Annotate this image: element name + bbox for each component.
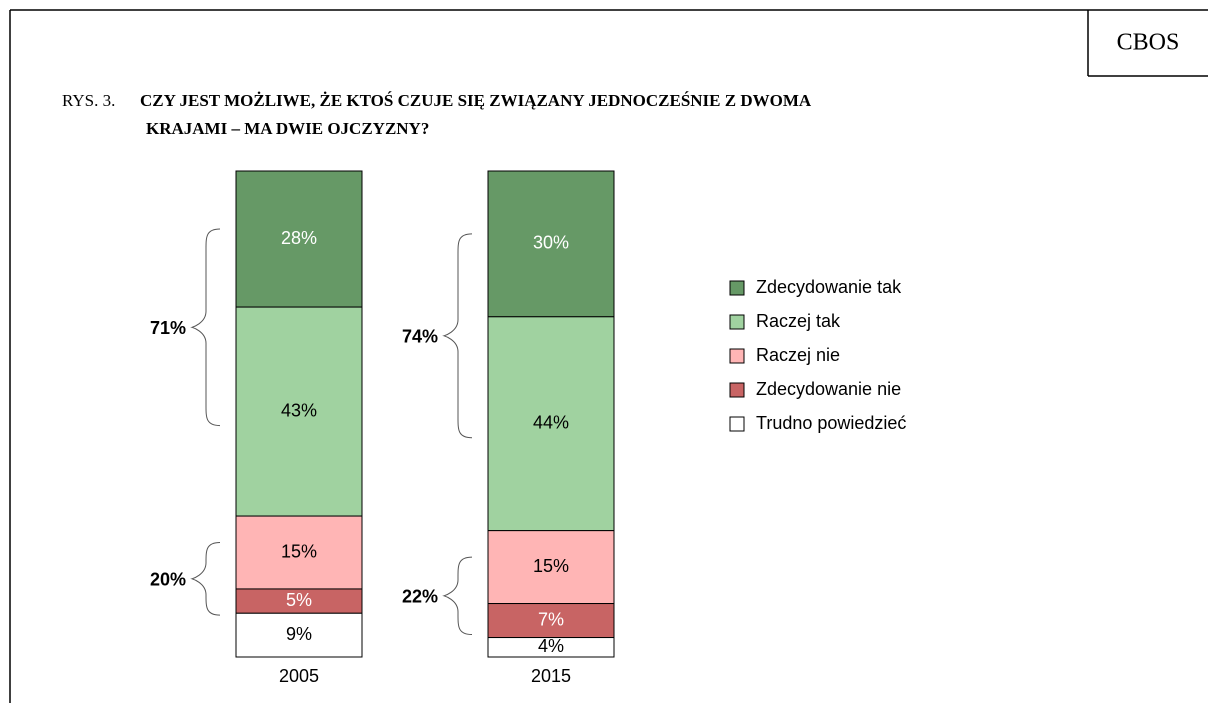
bar-segment [235, 612, 363, 658]
value-label: 30% [533, 233, 569, 253]
legend-label: Zdecydowanie nie [756, 379, 901, 399]
x-tick-label: 2005 [279, 666, 319, 686]
chart-title: CZY JEST MOŻLIWE, ŻE KTOŚ CZUJE SIĘ ZWIĄ… [140, 91, 812, 110]
value-label: 5% [286, 590, 312, 610]
value-label: 4% [538, 636, 564, 656]
value-label: 15% [533, 556, 569, 576]
legend-swatch [729, 314, 745, 330]
chart-title: KRAJAMI – MA DWIE OJCZYZNY? [146, 119, 429, 138]
bracket [190, 228, 221, 427]
bracket [190, 542, 221, 616]
legend-swatch [729, 348, 745, 364]
legend-label: Raczej nie [756, 345, 840, 365]
bar-segment [487, 170, 615, 318]
group-total: 20% [150, 570, 186, 590]
value-label: 7% [538, 609, 564, 629]
value-label: 44% [533, 412, 569, 432]
bar-segment [487, 603, 615, 639]
value-label: 43% [281, 400, 317, 420]
group-total: 74% [402, 327, 438, 347]
group-total: 22% [402, 587, 438, 607]
x-tick-label: 2015 [531, 666, 571, 686]
value-label: 9% [286, 624, 312, 644]
legend-swatch [729, 280, 745, 296]
value-label: 28% [281, 228, 317, 248]
legend-swatch [729, 382, 745, 398]
bar-segment [487, 316, 615, 532]
value-label: 15% [281, 541, 317, 561]
legend-label: Raczej tak [756, 311, 841, 331]
bracket [442, 556, 473, 636]
legend-label: Zdecydowanie tak [756, 277, 902, 297]
group-total: 71% [150, 318, 186, 338]
bracket [442, 233, 473, 439]
bar-segment [235, 588, 363, 614]
bar-segment [487, 637, 615, 658]
bar-segment [487, 530, 615, 605]
legend-swatch [729, 416, 745, 432]
figure-label: RYS. 3. [62, 91, 115, 110]
legend-label: Trudno powiedzieć [756, 413, 906, 433]
badge: CBOS [1117, 30, 1180, 56]
bar-segment [235, 170, 363, 308]
bar-segment [235, 515, 363, 590]
